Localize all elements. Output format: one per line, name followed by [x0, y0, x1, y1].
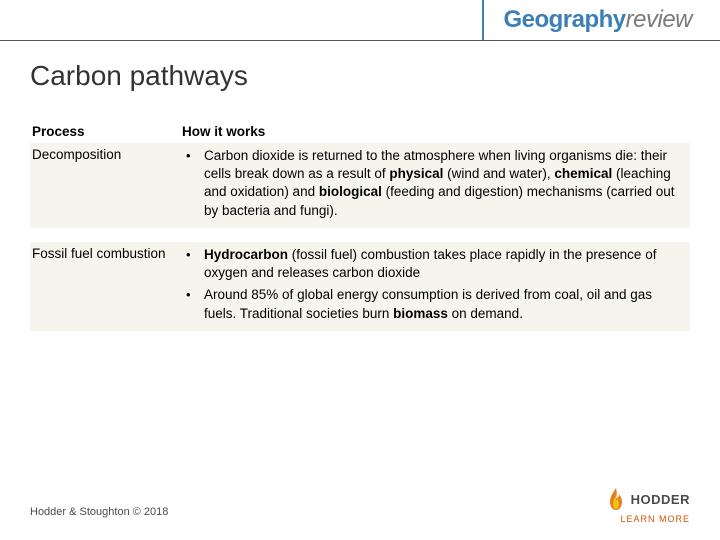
- bold-text: biological: [319, 184, 382, 199]
- brand-part1: Geography: [503, 6, 625, 33]
- bold-text: physical: [389, 166, 443, 181]
- brand-logo: Geographyreview: [503, 6, 692, 34]
- bullet-item: Hydrocarbon (fossil fuel) combustion tak…: [182, 246, 684, 282]
- header-how: How it works: [180, 120, 690, 143]
- bullet-item: Carbon dioxide is returned to the atmosp…: [182, 147, 684, 220]
- hodder-logo: HODDER LEARN MORE: [605, 486, 690, 524]
- hodder-name: HODDER: [631, 492, 690, 507]
- how-cell: Carbon dioxide is returned to the atmosp…: [180, 143, 690, 228]
- flame-icon: [605, 486, 627, 512]
- how-cell: Hydrocarbon (fossil fuel) combustion tak…: [180, 242, 690, 331]
- table-header-row: Process How it works: [30, 120, 690, 143]
- header-rule: [0, 40, 720, 41]
- bold-text: chemical: [554, 166, 612, 181]
- process-cell: Decomposition: [30, 143, 180, 228]
- copyright-footer: Hodder & Stoughton © 2018: [30, 506, 168, 518]
- page-title: Carbon pathways: [30, 60, 248, 92]
- header-process: Process: [30, 120, 180, 143]
- table-row: Fossil fuel combustionHydrocarbon (fossi…: [30, 242, 690, 331]
- process-cell: Fossil fuel combustion: [30, 242, 180, 331]
- brand-part2: review: [626, 6, 692, 33]
- bold-text: Hydrocarbon: [204, 247, 288, 262]
- bullet-item: Around 85% of global energy consumption …: [182, 286, 684, 322]
- header-vertical-rule: [482, 0, 484, 40]
- table-row: DecompositionCarbon dioxide is returned …: [30, 143, 690, 228]
- bullet-list: Carbon dioxide is returned to the atmosp…: [182, 147, 684, 220]
- text: (wind and water),: [443, 166, 554, 181]
- bullet-list: Hydrocarbon (fossil fuel) combustion tak…: [182, 246, 684, 323]
- text: on demand.: [448, 306, 523, 321]
- hodder-tagline: LEARN MORE: [605, 514, 690, 524]
- bold-text: biomass: [393, 306, 448, 321]
- row-spacer: [30, 228, 690, 242]
- carbon-pathways-table: Process How it works DecompositionCarbon…: [30, 120, 690, 331]
- hodder-mark: HODDER: [605, 486, 690, 512]
